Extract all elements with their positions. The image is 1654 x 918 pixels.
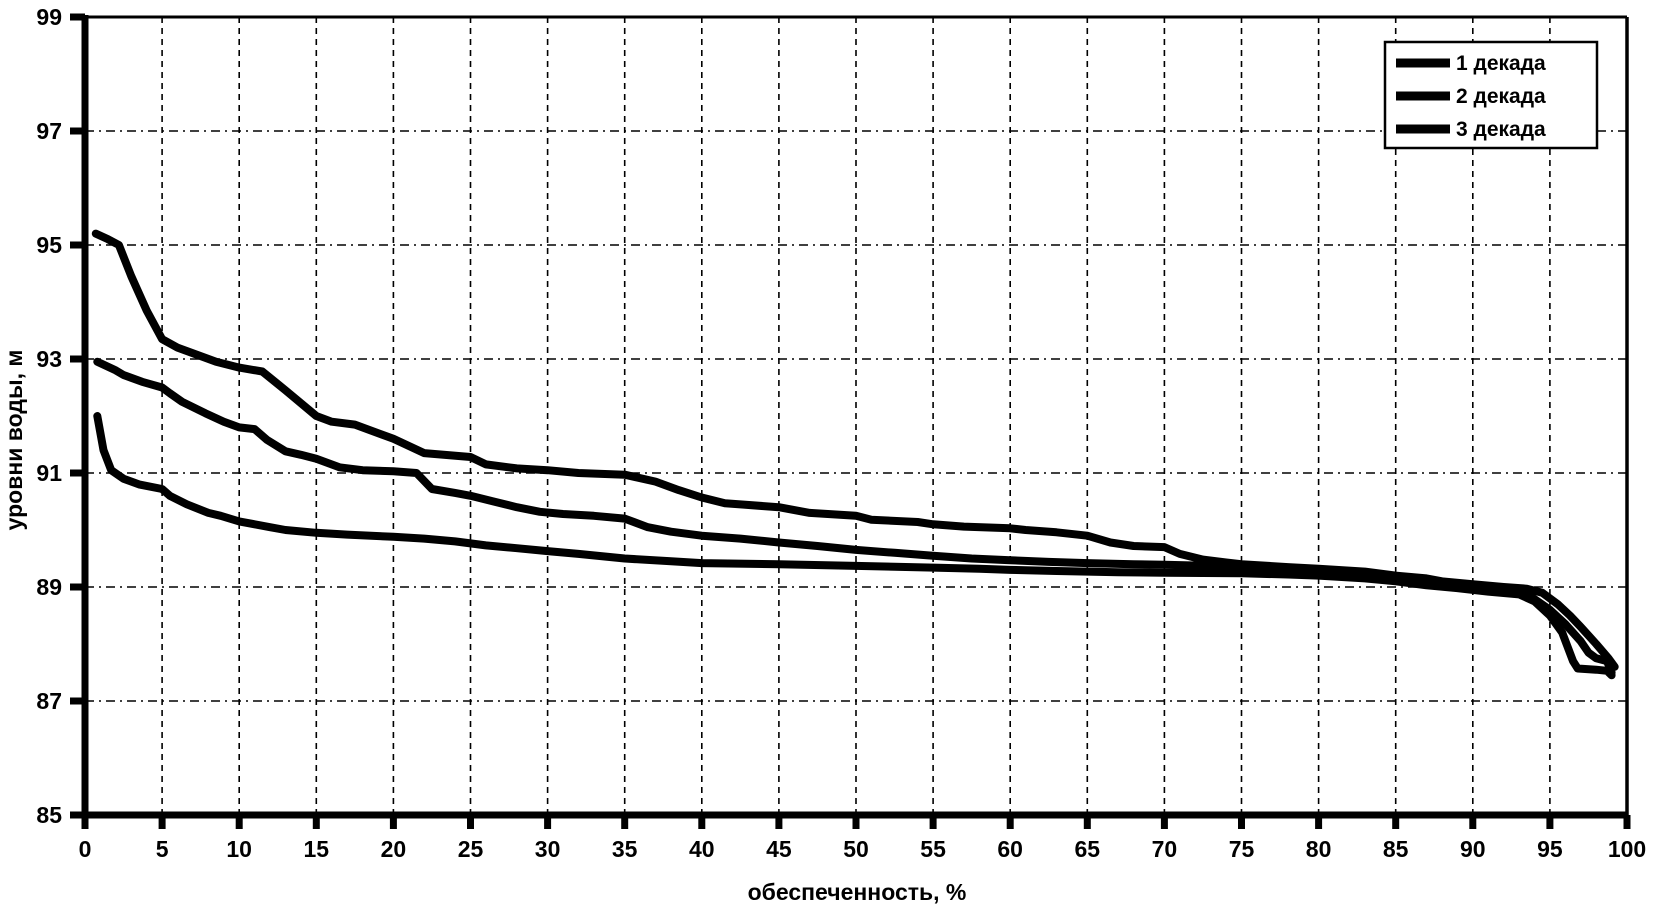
x-tick-label-65: 65 [1075, 836, 1101, 862]
series-line-decade-3 [93, 412, 1616, 680]
x-tick-label-10: 10 [226, 836, 252, 862]
x-tick-label-80: 80 [1306, 836, 1332, 862]
x-tick-label-35: 35 [612, 836, 638, 862]
legend-label-decade-1: 1 декада [1456, 52, 1546, 75]
legend-label-decade-3: 3 декада [1456, 118, 1546, 141]
y-axis-title: уровни воды, м [1, 350, 27, 531]
y-tick-label-99: 99 [36, 4, 62, 30]
x-tick-label-15: 15 [304, 836, 330, 862]
x-tick-label-30: 30 [535, 836, 561, 862]
x-tick-label-100: 100 [1608, 836, 1646, 862]
x-tick-labels: 0 5 10 15 20 25 30 35 40 45 50 55 60 65 70 75 80 85 90 95 10… [79, 836, 1647, 862]
x-tick-label-5: 5 [156, 836, 169, 862]
x-axis-title: обеспеченность, % [748, 879, 967, 905]
y-tick-label-91: 91 [36, 460, 62, 486]
y-tick-label-87: 87 [36, 688, 62, 714]
x-tick-label-25: 25 [458, 836, 484, 862]
series-lines [91, 229, 1619, 680]
x-tick-label-60: 60 [997, 836, 1023, 862]
x-tick-label-40: 40 [689, 836, 715, 862]
x-tick-label-20: 20 [381, 836, 407, 862]
y-tick-labels: 85 87 89 91 93 95 97 99 [36, 4, 62, 828]
vertical-gridlines [161, 17, 1551, 815]
x-tick-label-85: 85 [1383, 836, 1409, 862]
y-tick-label-89: 89 [36, 574, 62, 600]
x-tick-label-45: 45 [766, 836, 792, 862]
x-tick-label-0: 0 [79, 836, 92, 862]
y-tick-label-85: 85 [36, 802, 62, 828]
x-tick-label-90: 90 [1460, 836, 1486, 862]
legend: 1 декада 2 декада 3 декада [1383, 40, 1599, 150]
y-tick-label-93: 93 [36, 346, 62, 372]
axis-ticks [70, 13, 1631, 829]
x-tick-label-75: 75 [1229, 836, 1255, 862]
x-tick-label-95: 95 [1537, 836, 1563, 862]
y-tick-label-95: 95 [36, 232, 62, 258]
x-tick-label-50: 50 [843, 836, 869, 862]
x-tick-label-70: 70 [1152, 836, 1178, 862]
legend-label-decade-2: 2 декада [1456, 85, 1546, 108]
x-tick-label-55: 55 [920, 836, 946, 862]
y-tick-label-97: 97 [36, 118, 62, 144]
